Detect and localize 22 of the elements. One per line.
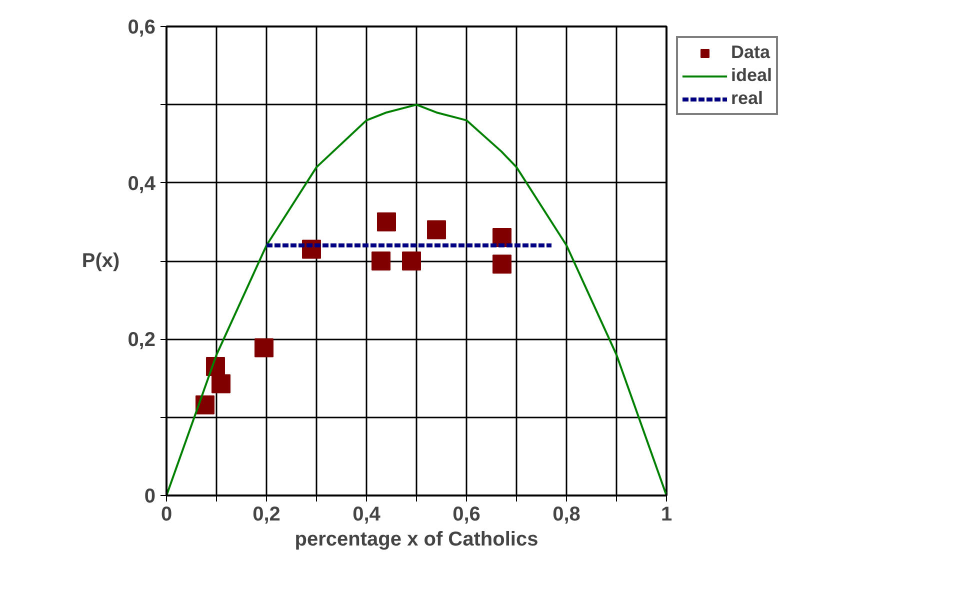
legend-label: ideal [731,65,772,86]
point [212,374,230,394]
legend-label: real [731,88,764,109]
point [402,252,421,270]
x-axis-title: percentage x of Catholics [294,528,538,550]
point [377,212,396,232]
y-tick-label: 0,6 [128,16,156,38]
x-tick-label: 0,2 [252,504,280,526]
y-tick-label: 0 [144,486,156,508]
x-tick-label: 1 [660,504,672,526]
x-tick-label: 0,8 [552,504,580,526]
y-tick-label: 0,4 [128,172,156,195]
point [427,220,446,240]
x-tick-label: 0,4 [352,504,382,526]
legend-label: Data [731,42,770,63]
point [492,254,512,274]
y-tick-label: 0,2 [128,329,156,352]
point [372,252,390,270]
x-tick-label: 0,6 [452,504,480,526]
x-tick-label: 0 [160,504,172,526]
y-axis-title: P(x) [82,250,120,272]
point [254,338,274,358]
